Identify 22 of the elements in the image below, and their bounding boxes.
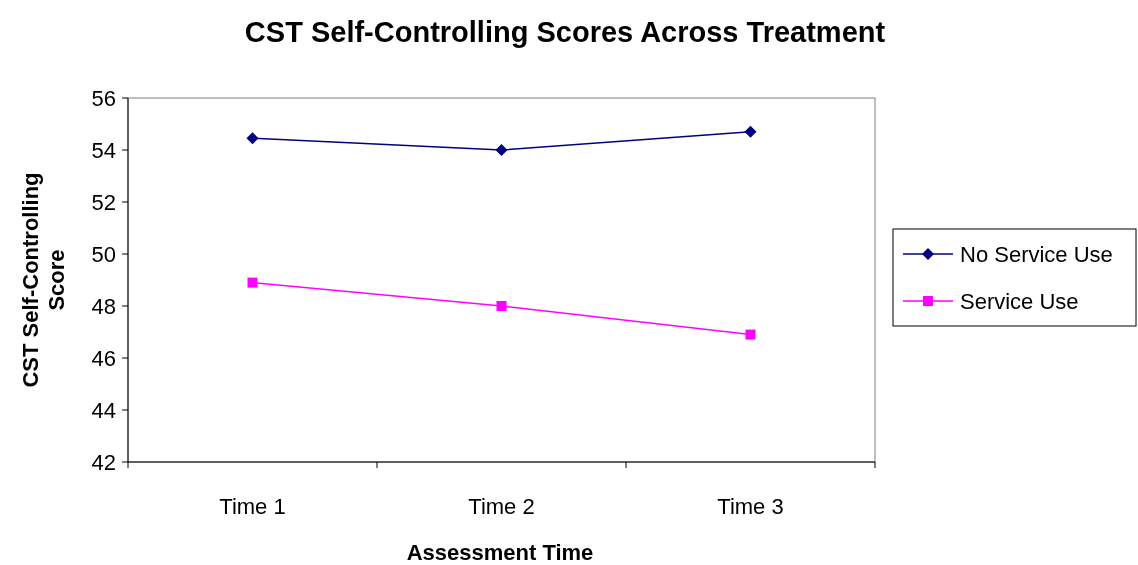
x-tick-label: Time 3 <box>717 494 784 519</box>
y-tick-label: 52 <box>91 189 116 215</box>
point <box>745 329 756 340</box>
legend-label: Service Use <box>960 288 1079 314</box>
y-tick-label: 44 <box>91 397 116 423</box>
legend-label: No Service Use <box>960 241 1113 267</box>
point <box>246 132 259 145</box>
point <box>247 277 258 288</box>
y-tick-label: 42 <box>91 449 116 475</box>
y-tick-label: 54 <box>91 137 116 163</box>
point <box>495 144 508 156</box>
x-axis-title: Assessment Time <box>406 540 594 565</box>
point <box>744 125 757 138</box>
x-tick-label: Time 2 <box>468 494 535 519</box>
x-tick-label: Time 1 <box>219 494 286 519</box>
y-axis-title: CST Self-Controlling Score <box>18 172 69 388</box>
y-tick-label: 56 <box>91 85 116 111</box>
point <box>496 301 507 311</box>
y-tick-label: 50 <box>91 241 116 267</box>
y-tick-label: 48 <box>91 293 116 319</box>
chart-title: CST Self-Controlling Scores Across Treatment <box>244 16 886 48</box>
y-tick-label: 46 <box>91 345 116 371</box>
